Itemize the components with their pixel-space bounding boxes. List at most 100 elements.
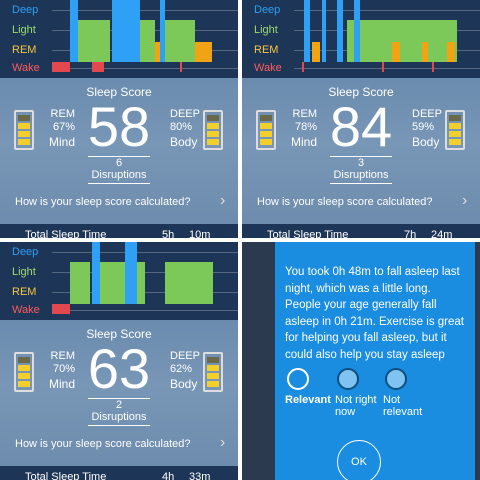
feedback-option[interactable]: Relevant bbox=[285, 394, 331, 406]
disruptions-label: Disruptions bbox=[91, 411, 147, 423]
divider bbox=[88, 425, 150, 426]
sleep-stage-bar bbox=[337, 0, 343, 62]
legend-label: REM bbox=[12, 44, 37, 56]
sleep-stage-bar bbox=[155, 42, 160, 62]
legend-label: Wake bbox=[12, 304, 40, 316]
deep-percent: 80% bbox=[170, 121, 193, 133]
battery-cell bbox=[18, 365, 30, 371]
legend-row-line bbox=[52, 10, 238, 11]
score-info-link[interactable]: How is your sleep score calculated? bbox=[15, 196, 191, 208]
score-info-link[interactable]: How is your sleep score calculated? bbox=[15, 438, 191, 450]
disruption-count: 3 bbox=[357, 157, 365, 169]
sleep-stage-bar bbox=[92, 242, 100, 304]
legend-label: Deep bbox=[12, 246, 39, 258]
battery-cell bbox=[207, 139, 219, 145]
sleep-stage-bar bbox=[180, 62, 182, 72]
battery-cell bbox=[260, 131, 272, 137]
hypnogram: Deep Light REM Wake bbox=[0, 242, 238, 320]
deep-battery bbox=[203, 110, 223, 150]
sleep-stage-bar bbox=[302, 62, 304, 72]
battery-cell bbox=[449, 131, 461, 137]
sleep-stage-bar bbox=[120, 0, 140, 62]
sleep-score: 63 bbox=[87, 337, 151, 400]
disruptions-label: Disruptions bbox=[333, 169, 389, 181]
rem-label: REM bbox=[50, 350, 75, 362]
sleep-score: 58 bbox=[87, 95, 151, 158]
battery-cell bbox=[449, 123, 461, 129]
deep-label: DEEP bbox=[170, 350, 200, 362]
legend-row-line bbox=[52, 252, 238, 253]
battery-cell bbox=[449, 115, 461, 121]
legend-label: Wake bbox=[12, 62, 40, 74]
legend-label: REM bbox=[254, 44, 279, 56]
deep-battery bbox=[445, 110, 465, 150]
battery-cell bbox=[207, 357, 219, 363]
legend-label: Light bbox=[254, 24, 278, 36]
battery-cell bbox=[18, 123, 30, 129]
legend-label: Light bbox=[12, 266, 36, 278]
feedback-icon[interactable] bbox=[287, 368, 309, 390]
battery-cell bbox=[207, 123, 219, 129]
sleep-stage-bar bbox=[447, 42, 455, 62]
hypnogram: Deep Light REM Wake bbox=[0, 0, 238, 78]
disruption-count: 6 bbox=[115, 157, 123, 169]
battery-cell bbox=[207, 115, 219, 121]
battery-cell bbox=[18, 381, 30, 387]
ok-button[interactable]: OK bbox=[337, 440, 381, 480]
rem-label: REM bbox=[292, 108, 317, 120]
legend-row-line bbox=[52, 68, 238, 69]
deep-caption: Body bbox=[412, 135, 440, 149]
legend-label: Light bbox=[12, 24, 36, 36]
sleep-stage-bar bbox=[112, 0, 120, 62]
sleep-stage-bar bbox=[125, 242, 137, 304]
feedback-option[interactable]: Not right now bbox=[335, 394, 377, 418]
sleep-stage-bar bbox=[78, 20, 110, 62]
hours: 5h bbox=[162, 229, 175, 238]
legend-label: Deep bbox=[254, 4, 281, 16]
sleep-stage-bar bbox=[347, 20, 457, 62]
deep-percent: 62% bbox=[170, 363, 193, 375]
feedback-icon[interactable] bbox=[337, 368, 359, 390]
battery-cell bbox=[18, 139, 30, 145]
battery-cell bbox=[207, 365, 219, 371]
sleep-stage-bar bbox=[100, 262, 125, 304]
battery-cell bbox=[18, 357, 30, 363]
rem-battery bbox=[14, 352, 34, 392]
total-label: Total Sleep Time bbox=[267, 229, 349, 238]
legend-row-line bbox=[52, 272, 238, 273]
feedback-icon[interactable] bbox=[385, 368, 407, 390]
legend-row-line bbox=[294, 68, 480, 69]
minutes: 24m bbox=[431, 229, 453, 238]
sleep-stage-bar bbox=[70, 262, 90, 304]
disruptions-label: Disruptions bbox=[91, 169, 147, 181]
sleep-score: 84 bbox=[329, 95, 393, 158]
sleep-stage-bar bbox=[195, 42, 212, 62]
deep-caption: Body bbox=[170, 377, 198, 391]
dialog-message: You took 0h 48m to fall asleep last nigh… bbox=[285, 266, 464, 361]
rem-percent: 67% bbox=[52, 121, 75, 133]
sleep-panel: Deep Light REM Wake Sleep Score 63 REM 70% Mind D… bbox=[0, 242, 238, 480]
rem-percent: 70% bbox=[52, 363, 75, 375]
legend-label: Deep bbox=[12, 4, 39, 16]
rem-percent: 78% bbox=[294, 121, 317, 133]
sleep-stage-bar bbox=[165, 262, 205, 304]
battery-cell bbox=[260, 115, 272, 121]
legend-row-line bbox=[294, 10, 480, 11]
rem-battery bbox=[14, 110, 34, 150]
rem-battery bbox=[256, 110, 276, 150]
sleep-stage-bar bbox=[137, 262, 145, 304]
score-info-link[interactable]: How is your sleep score calculated? bbox=[257, 196, 433, 208]
battery-cell bbox=[18, 131, 30, 137]
chevron: › bbox=[462, 192, 468, 209]
sleep-stage-bar bbox=[52, 304, 66, 314]
sleep-stage-bar bbox=[92, 62, 104, 72]
disruption-count: 2 bbox=[115, 399, 123, 411]
sleep-stage-bar bbox=[392, 42, 400, 62]
sleep-stage-bar bbox=[312, 42, 320, 62]
sleep-panel: Deep Light REM Wake Sleep Score 58 REM 67% Mind D… bbox=[0, 0, 238, 238]
sleep-stage-bar bbox=[304, 0, 310, 62]
battery-cell bbox=[260, 123, 272, 129]
feedback-option[interactable]: Not relevant bbox=[383, 394, 423, 418]
hypnogram: Deep Light REM Wake bbox=[242, 0, 480, 78]
